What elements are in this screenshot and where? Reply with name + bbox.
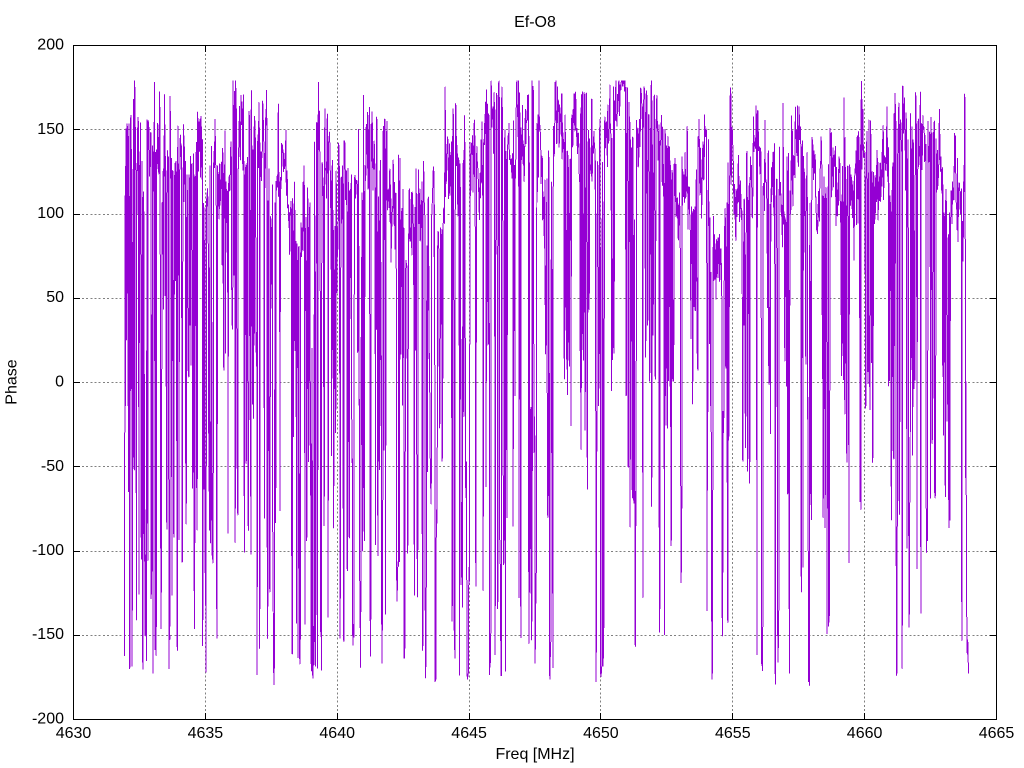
svg-text:4630: 4630 xyxy=(56,725,92,742)
svg-text:50: 50 xyxy=(46,289,64,306)
svg-text:4660: 4660 xyxy=(847,725,883,742)
svg-text:Freq [MHz]: Freq [MHz] xyxy=(495,746,574,763)
svg-text:Phase: Phase xyxy=(4,359,21,404)
svg-text:4655: 4655 xyxy=(715,725,751,742)
svg-text:4650: 4650 xyxy=(583,725,619,742)
svg-text:0: 0 xyxy=(55,374,64,391)
svg-text:4645: 4645 xyxy=(451,725,487,742)
svg-text:-50: -50 xyxy=(41,458,64,475)
svg-text:-100: -100 xyxy=(32,542,64,559)
svg-text:200: 200 xyxy=(37,37,64,54)
svg-text:-200: -200 xyxy=(32,711,64,728)
svg-text:4635: 4635 xyxy=(188,725,224,742)
svg-text:100: 100 xyxy=(37,205,64,222)
svg-text:150: 150 xyxy=(37,121,64,138)
svg-text:4665: 4665 xyxy=(979,725,1015,742)
svg-text:4640: 4640 xyxy=(319,725,355,742)
svg-text:Ef-O8: Ef-O8 xyxy=(514,14,556,31)
svg-text:-150: -150 xyxy=(32,626,64,643)
